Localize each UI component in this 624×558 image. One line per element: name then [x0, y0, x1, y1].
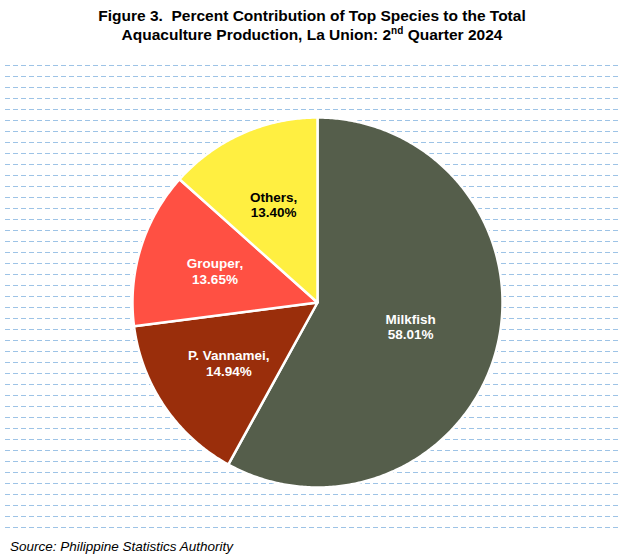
- svg-text:Grouper,13.65%: Grouper,13.65%: [187, 256, 243, 287]
- svg-text:P. Vannamei,14.94%: P. Vannamei,14.94%: [188, 348, 270, 379]
- svg-text:Others,13.40%: Others,13.40%: [250, 190, 297, 221]
- svg-text:Milkfish58.01%: Milkfish58.01%: [386, 312, 436, 343]
- html-text:Figure 3. Percent Contribution: Figure 3. Percent Contribution of Top Sp…: [98, 7, 530, 43]
- html-text:Source: Philippine Statistics: Source: Philippine Statistics Authority: [10, 539, 234, 554]
